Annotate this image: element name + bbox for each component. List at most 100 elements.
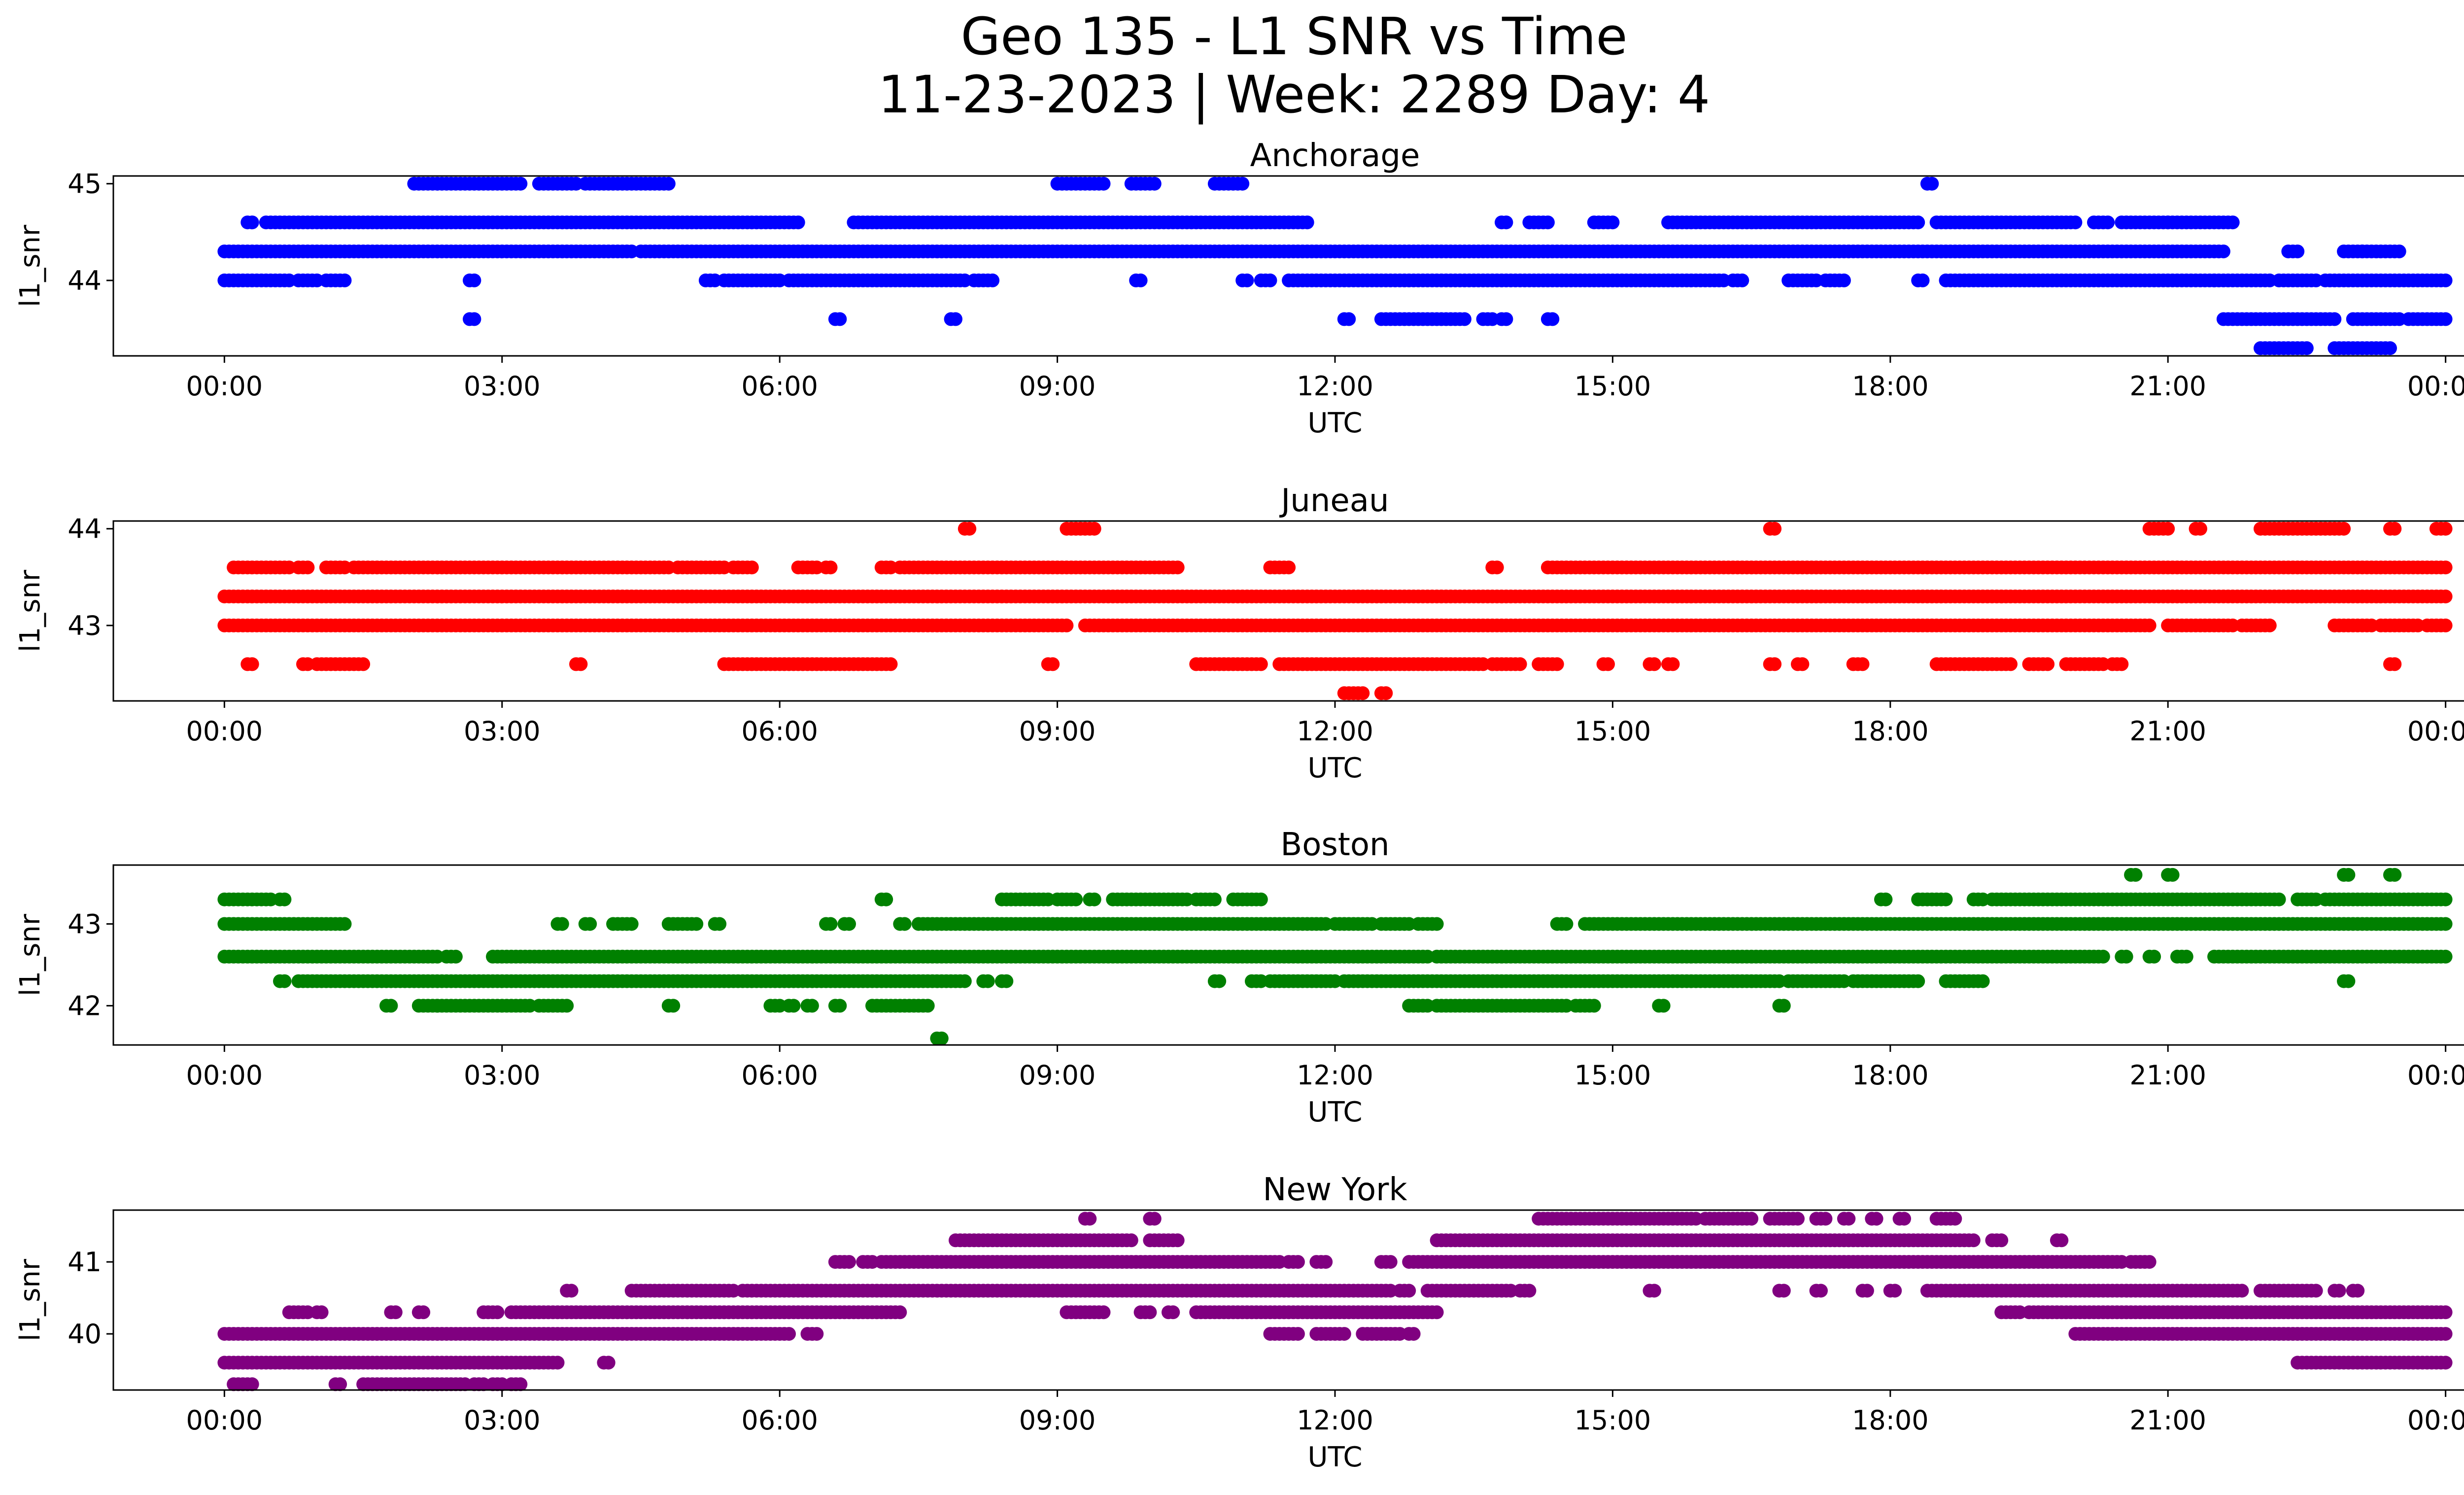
data-point [1606,215,1620,230]
data-point [1768,657,1782,671]
y-axis-label: l1_snr [14,224,46,307]
data-point [2337,522,2351,536]
x-tick-label: 21:00 [2129,371,2206,402]
x-tick-label: 18:00 [1852,371,1929,402]
data-point [842,1255,856,1269]
data-point [842,917,856,931]
data-point [277,892,292,906]
y-tick-label: 42 [68,990,102,1021]
x-tick-label: 00:00 [186,1060,263,1091]
data-point [1254,892,1268,906]
data-point [1060,618,1074,632]
data-point [560,999,574,1013]
data-point [2179,949,2193,964]
data-point [713,917,727,931]
data-point [1911,974,1925,988]
data-point [666,999,681,1013]
data-point [2161,522,2175,536]
data-point [2119,949,2133,964]
data-point [986,273,1000,287]
data-point [1046,657,1060,671]
data-point [1795,657,1810,671]
data-point [467,273,481,287]
data-point [1207,892,1222,906]
data-point [823,560,838,575]
data-point [1499,312,1513,326]
data-point [338,273,352,287]
data-point [2068,215,2083,230]
data-point [1147,1212,1162,1226]
data-point [1235,176,1250,191]
data-point [1513,657,1527,671]
data-point [745,560,759,575]
x-tick-label: 12:00 [1297,371,1373,402]
subplot-title: New York [1263,1172,1407,1208]
data-point [1911,215,1925,230]
data-point [884,657,898,671]
data-point [448,949,463,964]
data-point [2438,892,2453,906]
data-point [1499,215,1513,230]
y-tick-label: 43 [68,908,102,939]
x-axis-label: UTC [1307,752,1362,784]
data-point [1490,560,1504,575]
data-point [2041,657,2055,671]
data-point [356,657,371,671]
figure-title-line-1: Geo 135 - L1 SNR vs Time [960,6,1627,67]
data-point [2388,868,2402,882]
data-point [2115,657,2129,671]
data-point [2225,215,2240,230]
data-point [949,312,962,326]
x-tick-label: 15:00 [1574,371,1651,402]
data-point [2438,590,2453,604]
data-point [934,1031,949,1045]
data-point [2147,949,2161,964]
data-point [2438,560,2453,575]
data-point [2383,341,2397,355]
data-point [1777,999,1791,1013]
scatter-series [217,176,2453,355]
x-tick-label: 00:00 [186,371,263,402]
data-point [1791,1212,1805,1226]
data-point [1768,522,1782,536]
y-tick-label: 44 [68,514,102,545]
data-point [823,917,838,931]
data-point [1430,917,1444,931]
x-tick-label: 12:00 [1297,1060,1373,1091]
data-point [245,215,259,230]
data-point [1545,312,1560,326]
data-point [1869,1212,1883,1226]
data-point [1735,273,1749,287]
data-point [1319,1255,1333,1269]
data-point [1124,1233,1138,1248]
data-point [245,657,259,671]
data-point [1263,273,1277,287]
data-point [1966,1233,1981,1248]
data-point [1855,657,1870,671]
x-tick-label: 00:00 [2407,1060,2464,1091]
data-point [2438,312,2453,326]
x-tick-label: 12:00 [1297,716,1373,747]
data-point [2004,657,2018,671]
data-point [2054,1233,2069,1248]
x-tick-label: 03:00 [464,371,541,402]
x-tick-label: 15:00 [1574,716,1651,747]
data-point [2142,1255,2156,1269]
data-point [1133,273,1148,287]
x-tick-label: 21:00 [2129,1060,2206,1091]
x-tick-label: 00:00 [2407,716,2464,747]
data-point [879,892,893,906]
data-point [1994,1233,2009,1248]
x-axis-label: UTC [1307,407,1362,439]
data-point [1254,657,1268,671]
data-point [1170,1233,1185,1248]
data-point [2438,522,2453,536]
x-tick-label: 03:00 [464,1060,541,1091]
data-point [2128,868,2143,882]
data-point [1939,892,1953,906]
data-point [1559,917,1574,931]
data-point [2262,618,2277,632]
data-point [921,999,935,1013]
